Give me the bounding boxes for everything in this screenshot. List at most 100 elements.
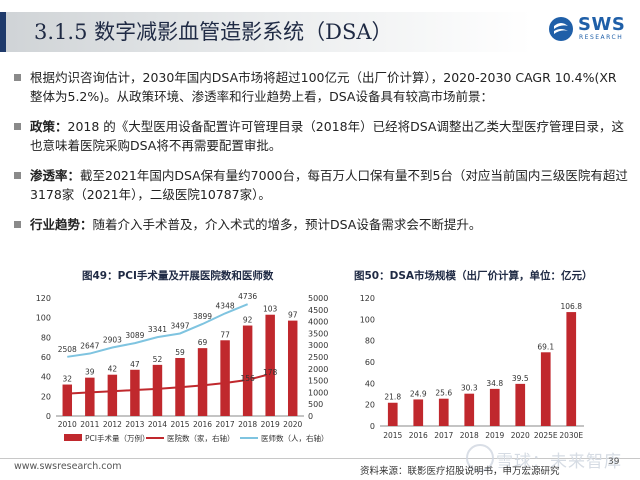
chart-left-title: 图49：PCI手术量及开展医院数和医师数 xyxy=(82,270,274,282)
y2-tick-label: 2000 xyxy=(308,365,328,374)
pci-bar-label: 77 xyxy=(220,330,230,339)
x-tick-label: 2019 xyxy=(261,420,280,429)
physician-count-label: 2903 xyxy=(103,335,122,344)
pci-bar-label: 42 xyxy=(108,365,118,374)
x-tick-label: 2013 xyxy=(125,420,144,429)
y2-tick-label: 5000 xyxy=(308,294,328,303)
pci-bar xyxy=(220,340,230,416)
bullet-text: 2018 的《大型医用设备配置许可管理目录（2018年）已经将DSA调整出乙类大… xyxy=(30,119,624,153)
pci-bar-label: 39 xyxy=(85,368,95,377)
sws-logo-icon xyxy=(549,17,573,41)
bullet-square-icon xyxy=(14,74,21,81)
legend-swatch xyxy=(64,434,82,441)
hospital-count-label: 156 xyxy=(240,374,255,383)
y2-tick-label: 1000 xyxy=(308,388,328,397)
legend-label: 医院数（家，右轴） xyxy=(167,433,235,443)
x-tick-label: 2030E xyxy=(559,431,583,440)
bullet-square-icon xyxy=(14,221,21,228)
y-tick-label: 0 xyxy=(370,422,375,431)
market-bar-label: 30.3 xyxy=(461,384,478,393)
x-tick-label: 2020 xyxy=(283,420,302,429)
y-tick-label: 0 xyxy=(46,412,51,421)
y-tick-label: 40 xyxy=(41,373,51,382)
market-bar-label: 106.8 xyxy=(561,302,583,311)
physician-count-label: 3089 xyxy=(125,331,144,340)
x-tick-label: 2017 xyxy=(434,431,453,440)
pci-bar xyxy=(242,325,253,416)
y2-tick-label: 3500 xyxy=(308,329,328,338)
x-tick-label: 2025E xyxy=(534,431,558,440)
y-tick-label: 120 xyxy=(36,294,51,303)
watermark: 雪球：未来智库 xyxy=(496,452,622,472)
pci-bar xyxy=(130,369,140,416)
pci-bar xyxy=(152,364,163,416)
x-tick-label: 2016 xyxy=(409,431,428,440)
y-tick-label: 60 xyxy=(365,358,375,367)
y-tick-label: 40 xyxy=(365,379,375,388)
bullet-square-icon xyxy=(14,123,21,130)
bullet-label: 政策： xyxy=(30,119,68,134)
physician-count-label: 3341 xyxy=(148,325,167,334)
x-tick-label: 2015 xyxy=(383,431,402,440)
title-accent xyxy=(0,12,6,52)
market-bar-label: 24.9 xyxy=(410,389,427,398)
market-bar-label: 34.8 xyxy=(486,379,503,388)
pci-bar-label: 52 xyxy=(153,355,163,364)
page-title: 3.1.5 数字减影血管造影系统（DSA） xyxy=(34,20,393,44)
x-tick-label: 2017 xyxy=(216,420,235,429)
bullet-item: 根据灼识咨询估计，2030年国内DSA市场将超过100亿元（出厂价计算），202… xyxy=(10,68,628,106)
physician-count-line xyxy=(67,303,249,358)
legend-label: 医师数（人，右轴） xyxy=(261,433,329,443)
physician-count-label: 2508 xyxy=(58,345,77,354)
pci-bar xyxy=(265,314,275,416)
pci-bar-label: 103 xyxy=(263,305,278,314)
market-bar xyxy=(540,352,551,426)
market-bar xyxy=(515,383,526,426)
title-bar xyxy=(0,12,532,52)
legend-label: PCI手术量（万例） xyxy=(85,433,149,443)
market-bar-label: 69.1 xyxy=(537,342,554,351)
footer-url[interactable]: www.swsresearch.com xyxy=(14,461,122,472)
y2-tick-label: 4500 xyxy=(308,306,328,315)
market-bar-label: 21.8 xyxy=(384,393,401,402)
market-bar-label: 39.5 xyxy=(512,374,529,383)
y-tick-label: 60 xyxy=(41,353,51,362)
market-bar xyxy=(464,393,475,426)
pci-bar-label: 59 xyxy=(175,348,185,357)
y2-tick-label: 4000 xyxy=(308,318,328,327)
market-bar-label: 25.6 xyxy=(435,389,452,398)
x-tick-label: 2020 xyxy=(511,431,530,440)
x-tick-label: 2014 xyxy=(148,420,167,429)
market-bar xyxy=(438,398,449,426)
pci-bar-label: 69 xyxy=(198,338,208,347)
bullet-text: 根据灼识咨询估计，2030年国内DSA市场将超过100亿元（出厂价计算），202… xyxy=(30,70,617,104)
bullet-text: 截至2021年国内DSA保有量约7000台，每百万人口保有量不到5台（对应当前国… xyxy=(30,168,628,202)
physician-count-label: 3497 xyxy=(170,321,189,330)
y2-tick-label: 3000 xyxy=(308,341,328,350)
pci-bar xyxy=(287,320,298,416)
x-tick-label: 2016 xyxy=(193,420,212,429)
sws-logo: SWS RESEARCH xyxy=(548,14,632,44)
bullet-text: 随着介入手术普及，介入术式的增多，预计DSA设备需求会不断提升。 xyxy=(92,217,482,232)
pci-chart: 0 20 40 60 80 100 120 0 500 1000 1500 2000 2500 3000 3… xyxy=(36,292,329,443)
hospital-count-line xyxy=(67,373,271,395)
market-bar xyxy=(566,312,577,426)
bullet-label: 行业趋势： xyxy=(30,217,93,232)
market-bar xyxy=(387,402,398,426)
pci-bar xyxy=(107,374,118,416)
watermark-icon xyxy=(466,444,494,472)
bullet-square-icon xyxy=(14,172,21,179)
hospital-count-label: 178 xyxy=(263,368,278,377)
pci-bar xyxy=(197,348,208,416)
pci-bar-label: 47 xyxy=(130,360,140,369)
bullet-list: 根据灼识咨询估计，2030年国内DSA市场将超过100亿元（出厂价计算），202… xyxy=(10,68,628,245)
x-tick-label: 2018 xyxy=(460,431,479,440)
pci-bar xyxy=(62,384,73,416)
x-tick-label: 2018 xyxy=(238,420,257,429)
dsa-market-chart: 0 20 40 60 80 100 120 2015 2016 2017 2018 2019 2020 2… xyxy=(360,294,584,440)
physician-count-label: 4348 xyxy=(216,301,235,310)
chart-right-title: 图50：DSA市场规模（出厂价计算，单位：亿元） xyxy=(354,270,593,282)
market-bar xyxy=(489,388,500,426)
y2-tick-label: 500 xyxy=(308,400,323,409)
y-tick-label: 100 xyxy=(36,314,51,323)
